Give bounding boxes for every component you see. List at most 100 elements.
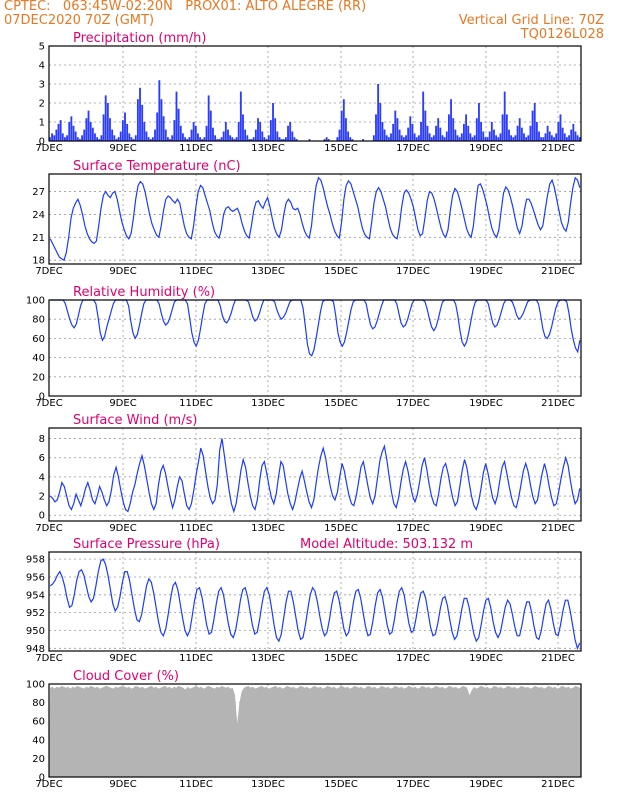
precip-bar bbox=[227, 129, 229, 141]
precip-bar bbox=[55, 129, 58, 141]
precip-bar bbox=[407, 127, 410, 141]
y-tick-label: 60 bbox=[32, 717, 45, 728]
header-location: CPTEC: 063:45W-02:20N PROX01: ALTO ALEGR… bbox=[4, 0, 367, 14]
precip-bar bbox=[499, 133, 502, 141]
precip-bar bbox=[222, 131, 225, 141]
precip-bar bbox=[426, 125, 429, 141]
precip-bar bbox=[424, 110, 427, 141]
x-tick-label: 9DEC bbox=[109, 143, 136, 154]
precip-bar bbox=[207, 95, 210, 141]
precip-bar bbox=[349, 137, 352, 141]
precip-bar bbox=[89, 122, 92, 141]
header-model: TQ0126L028 bbox=[520, 27, 604, 42]
y-tick-label: 5 bbox=[39, 42, 45, 53]
x-tick-label: 19DEC bbox=[469, 398, 503, 409]
precip-bar bbox=[184, 137, 186, 141]
precip-bar bbox=[263, 137, 266, 141]
x-tick-label: 17DEC bbox=[396, 653, 430, 664]
precip-bar bbox=[505, 114, 508, 141]
x-tick-label: 9DEC bbox=[109, 779, 136, 790]
x-tick-label: 15DEC bbox=[324, 523, 358, 534]
x-tick-label: 9DEC bbox=[109, 653, 136, 664]
panel-title: Cloud Cover (%) bbox=[73, 669, 179, 684]
y-tick-label: 40 bbox=[32, 735, 45, 746]
precip-bar bbox=[175, 91, 178, 141]
precip-bar bbox=[81, 135, 84, 141]
precip-bar bbox=[372, 135, 375, 141]
x-tick-label: 19DEC bbox=[469, 523, 503, 534]
precip-bar bbox=[456, 135, 459, 141]
precip-bar bbox=[550, 135, 553, 141]
precip-bar bbox=[495, 135, 498, 141]
precip-bar bbox=[308, 139, 311, 141]
x-tick-label: 11DEC bbox=[179, 779, 213, 790]
precip-bar bbox=[179, 125, 182, 141]
x-tick-label: 19DEC bbox=[469, 779, 503, 790]
precip-bar bbox=[244, 129, 247, 141]
header-run-date: 07DEC2020 70Z (GMT) bbox=[4, 13, 155, 28]
x-tick-label: 13DEC bbox=[251, 779, 285, 790]
precip-bar bbox=[400, 135, 403, 141]
panel-3: 0 20 40 60 80 100 7DEC 9DEC 11DEC 13DEC 15DEC 17DEC… bbox=[26, 285, 582, 409]
x-tick-label: 19DEC bbox=[469, 266, 503, 277]
x-tick-label: 7DEC bbox=[35, 653, 62, 664]
precip-bar bbox=[347, 131, 350, 141]
precip-bar bbox=[199, 137, 202, 141]
precip-bar bbox=[87, 110, 90, 141]
y-tick-label: 0 bbox=[39, 773, 45, 784]
precip-bar bbox=[235, 137, 238, 141]
y-tick-label: 956 bbox=[26, 572, 45, 583]
precip-bar bbox=[325, 137, 328, 141]
precip-bar bbox=[527, 135, 530, 141]
precip-bar bbox=[473, 135, 476, 141]
series-line bbox=[49, 558, 581, 651]
precip-bar bbox=[375, 114, 377, 141]
precip-bar bbox=[529, 125, 532, 141]
precip-bar bbox=[274, 118, 277, 141]
precip-bar bbox=[377, 84, 380, 141]
precip-bar bbox=[469, 133, 472, 141]
precip-bar bbox=[471, 137, 474, 141]
precip-bar bbox=[192, 122, 195, 141]
y-tick-label: 20 bbox=[32, 754, 45, 765]
precip-bar bbox=[413, 133, 416, 141]
plot-frame bbox=[48, 427, 582, 522]
precip-bar bbox=[201, 139, 204, 141]
precip-bar bbox=[362, 139, 365, 141]
precip-bar bbox=[478, 103, 480, 141]
precip-bar bbox=[287, 125, 289, 141]
precip-bar bbox=[387, 137, 390, 141]
precip-bar bbox=[68, 122, 71, 141]
precip-bar bbox=[411, 123, 414, 141]
precip-bar bbox=[94, 133, 96, 141]
x-tick-label: 19DEC bbox=[469, 653, 503, 664]
precip-bar bbox=[265, 139, 268, 141]
precip-bar bbox=[49, 137, 51, 141]
precip-bar bbox=[467, 125, 470, 141]
precip-bar bbox=[188, 137, 191, 141]
plot-frame bbox=[48, 551, 582, 652]
precip-bar bbox=[59, 120, 62, 141]
precip-bar bbox=[342, 99, 345, 141]
x-tick-label: 21DEC bbox=[541, 653, 575, 664]
precip-bar bbox=[53, 135, 56, 141]
precip-bar bbox=[214, 135, 217, 141]
precip-bar bbox=[209, 110, 212, 141]
y-tick-label: 6 bbox=[39, 453, 45, 464]
x-tick-label: 11DEC bbox=[179, 398, 213, 409]
precip-bar bbox=[488, 131, 491, 141]
precip-bar bbox=[164, 129, 167, 141]
precip-bar bbox=[224, 122, 227, 141]
y-tick-label: 80 bbox=[32, 698, 45, 709]
x-tick-label: 7DEC bbox=[35, 523, 62, 534]
precip-bar bbox=[458, 137, 461, 141]
precip-bar bbox=[417, 135, 420, 141]
panel-title: Surface Wind (m/s) bbox=[73, 413, 197, 428]
precip-bar bbox=[379, 103, 382, 141]
precip-bar bbox=[291, 131, 294, 141]
y-tick-label: 0 bbox=[39, 137, 45, 148]
precip-bar bbox=[553, 137, 555, 141]
precip-bar bbox=[100, 135, 103, 141]
y-tick-label: 4 bbox=[39, 61, 45, 72]
